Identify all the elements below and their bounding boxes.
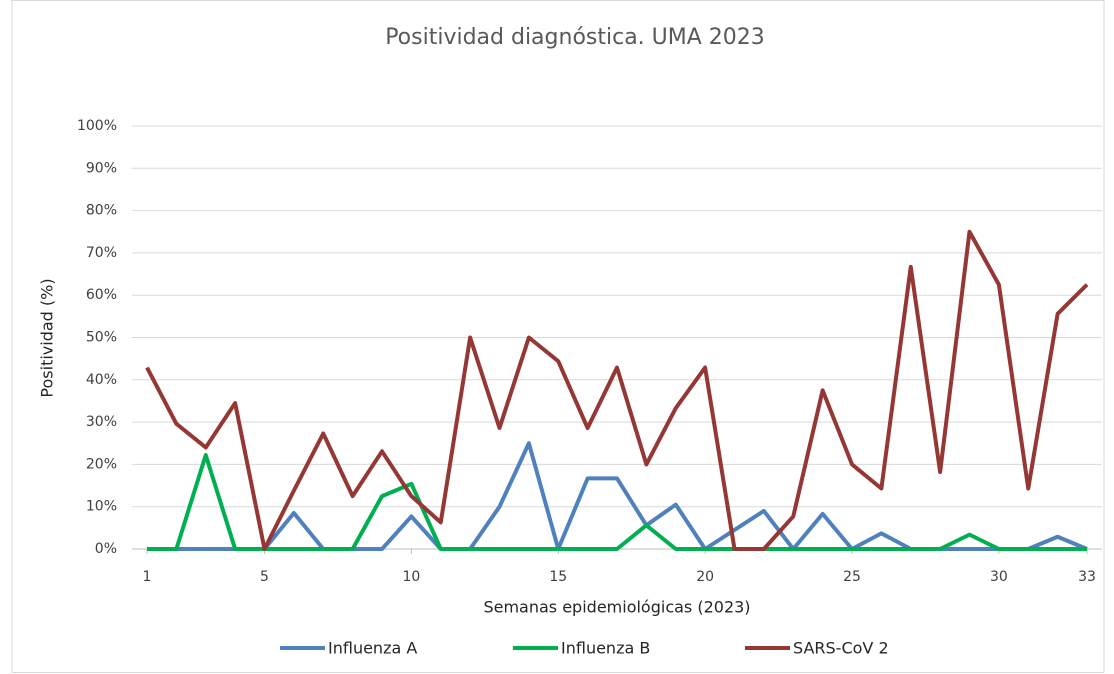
x-tick-label: 30: [990, 569, 1008, 585]
y-tick-label: 90%: [86, 160, 117, 176]
y-tick-label: 10%: [86, 499, 117, 515]
x-tick-label: 5: [260, 569, 269, 585]
x-axis-title: Semanas epidemiológicas (2023): [483, 598, 750, 617]
y-tick-label: 20%: [86, 456, 117, 472]
y-tick-label: 40%: [86, 372, 117, 388]
y-tick-label: 70%: [86, 245, 117, 261]
legend-label: Influenza A: [328, 639, 417, 658]
legend-label: Influenza B: [561, 639, 650, 658]
series-line: [145, 229, 1089, 551]
y-tick-label: 30%: [86, 414, 117, 430]
y-axis-title: Positividad (%): [38, 278, 57, 397]
chart-title: Positividad diagnóstica. UMA 2023: [385, 25, 765, 50]
x-tick-label: 25: [843, 569, 861, 585]
series-line: [147, 453, 1087, 551]
x-tick-label: 15: [549, 569, 567, 585]
y-tick-label: 100%: [77, 118, 117, 134]
y-tick-label: 80%: [86, 203, 117, 219]
x-tick-label: 33: [1078, 569, 1096, 585]
legend-label: SARS-CoV 2: [793, 639, 889, 658]
x-tick-label: 20: [696, 569, 714, 585]
y-tick-label: 60%: [86, 287, 117, 303]
x-tick-label: 1: [143, 569, 152, 585]
y-tick-label: 0%: [95, 541, 117, 557]
y-tick-label: 50%: [86, 330, 117, 346]
x-tick-label: 10: [402, 569, 420, 585]
